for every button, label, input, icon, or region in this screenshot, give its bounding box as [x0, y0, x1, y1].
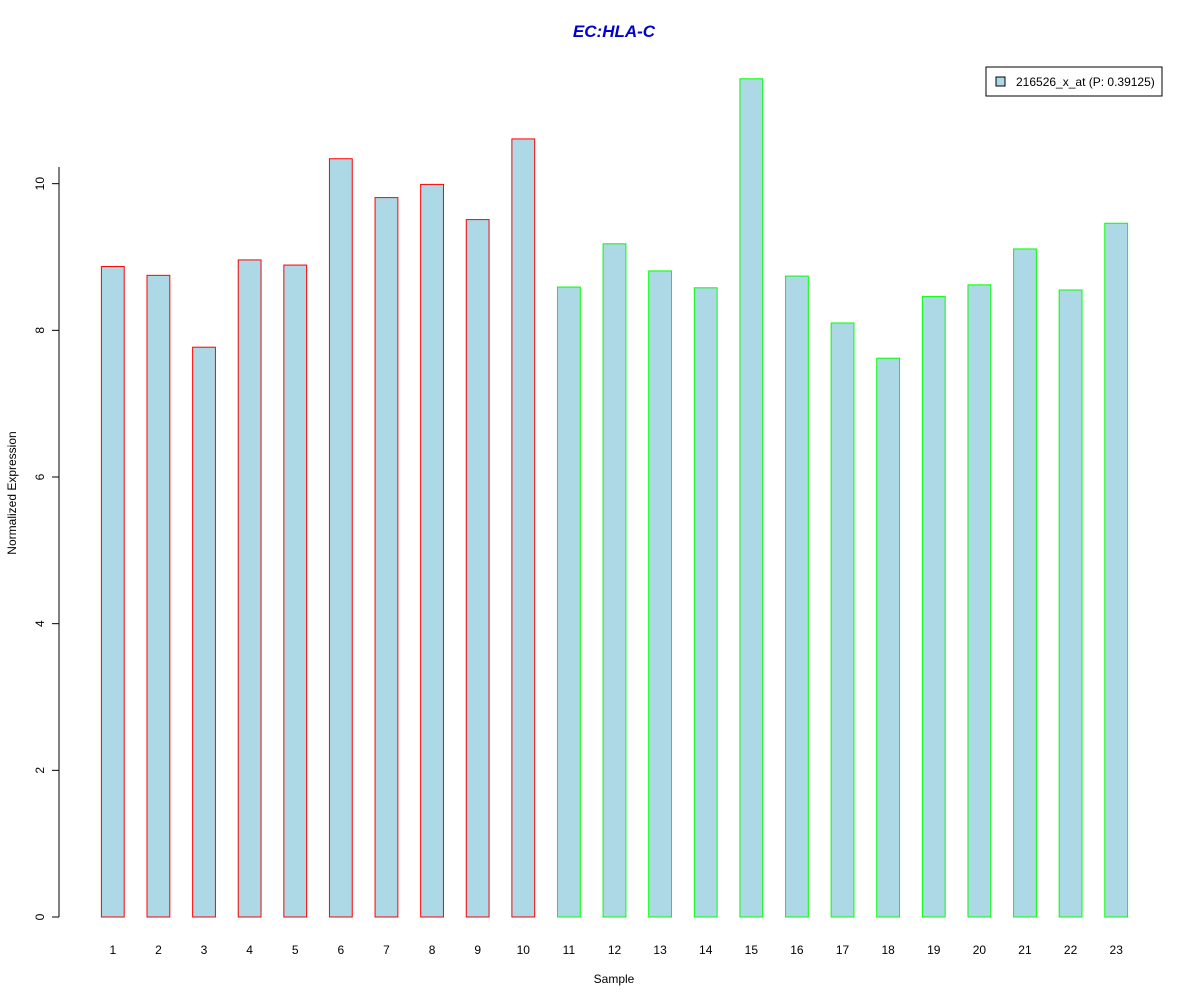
- x-tick-label: 9: [474, 943, 481, 957]
- x-tick-label: 17: [836, 943, 850, 957]
- bar-sample-21: [1013, 248, 1037, 918]
- legend: 216526_x_at (P: 0.39125): [985, 66, 1163, 97]
- x-tick-label: 12: [608, 943, 622, 957]
- bar-sample-2: [146, 274, 171, 918]
- bar-sample-11: [556, 286, 581, 918]
- x-tick-label: 13: [653, 943, 667, 957]
- y-axis-ticks: 0 2 4 6 8 10: [33, 177, 59, 920]
- bar-sample-17: [830, 322, 855, 918]
- bar-sample-9: [465, 219, 490, 918]
- bar-sample-15: [739, 78, 764, 918]
- legend-swatch: [995, 76, 1006, 87]
- bar-sample-4: [237, 259, 262, 918]
- bar-sample-6: [328, 158, 353, 918]
- x-axis-tick-labels: 1 2 3 4 5 6 7 8 9 10 11 12 13 14 15 16 17 18 19 20 21 22 23: [109, 943, 1123, 957]
- bar-sample-19: [921, 296, 946, 918]
- bar-sample-3: [192, 346, 216, 918]
- bar-sample-20: [967, 284, 992, 918]
- legend-box: [985, 66, 1163, 97]
- x-tick-label: 23: [1110, 943, 1124, 957]
- bar-sample-22: [1058, 289, 1083, 918]
- x-tick-label: 20: [973, 943, 987, 957]
- x-tick-label: 2: [155, 943, 162, 957]
- legend-label: 216526_x_at (P: 0.39125): [1016, 75, 1155, 89]
- y-tick-label: 6: [33, 473, 47, 480]
- bar-sample-23: [1104, 222, 1129, 918]
- x-tick-label: 22: [1064, 943, 1078, 957]
- bar-sample-7: [374, 197, 399, 918]
- x-tick-label: 10: [517, 943, 531, 957]
- x-tick-label: 3: [201, 943, 208, 957]
- x-tick-label: 6: [338, 943, 345, 957]
- y-tick-label: 0: [33, 913, 47, 920]
- bar-sample-5: [283, 264, 308, 918]
- bar-sample-16: [785, 275, 809, 918]
- bar-sample-8: [420, 183, 444, 918]
- x-tick-label: 15: [745, 943, 759, 957]
- x-tick-label: 4: [246, 943, 253, 957]
- bar-sample-10: [511, 138, 536, 918]
- x-tick-label: 19: [927, 943, 941, 957]
- x-tick-label: 8: [429, 943, 436, 957]
- bar-sample-13: [648, 270, 673, 918]
- x-tick-label: 21: [1018, 943, 1032, 957]
- y-tick-label: 10: [33, 177, 47, 191]
- y-tick-label: 4: [33, 620, 47, 627]
- bar-sample-12: [602, 243, 627, 918]
- x-tick-label: 7: [383, 943, 390, 957]
- x-tick-label: 16: [790, 943, 804, 957]
- x-tick-label: 14: [699, 943, 713, 957]
- bar-sample-18: [876, 357, 901, 918]
- y-tick-label: 8: [33, 327, 47, 334]
- x-axis-label: Sample: [594, 972, 635, 986]
- bars: [100, 78, 1129, 918]
- bar-sample-1: [100, 266, 125, 918]
- x-tick-label: 1: [109, 943, 116, 957]
- y-axis-label: Normalized Expression: [5, 431, 19, 554]
- y-tick-label: 2: [33, 767, 47, 774]
- bar-sample-14: [693, 287, 718, 918]
- x-tick-label: 5: [292, 943, 299, 957]
- x-tick-label: 11: [563, 943, 576, 957]
- x-tick-label: 18: [881, 943, 895, 957]
- chart-title: EC:HLA-C: [573, 22, 656, 41]
